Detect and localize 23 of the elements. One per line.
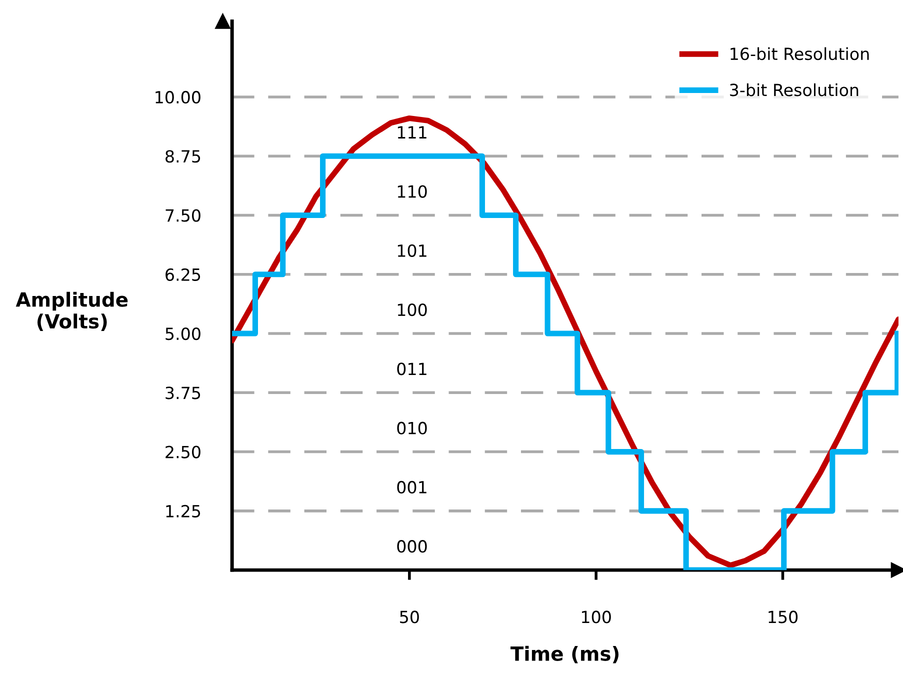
legend-label: 3-bit Resolution xyxy=(730,83,858,96)
y-tick-label: 3.75 xyxy=(166,386,200,400)
x-tick-label: 150 xyxy=(768,610,798,624)
y-tick-label: 10.00 xyxy=(156,90,200,104)
y-tick-label: 8.75 xyxy=(166,150,200,163)
x-tick-label: 50 xyxy=(400,610,419,624)
y-tick-label: 7.50 xyxy=(166,209,200,222)
x-tick-label: 100 xyxy=(582,610,611,624)
annotation: 001 xyxy=(397,480,426,494)
annotation: 101 xyxy=(398,244,426,257)
y-tick-label: 2.50 xyxy=(166,446,200,458)
annotation: 110 xyxy=(398,185,427,198)
annotation: 100 xyxy=(398,303,427,316)
y-axis-title: Amplitude (Volts) xyxy=(16,292,128,331)
annotation: 011 xyxy=(397,362,426,376)
annotation: 000 xyxy=(397,540,427,553)
x-axis-title: Time (ms) xyxy=(510,646,618,664)
legend-label: 16-bit Resolution xyxy=(730,47,869,60)
annotation: 111 xyxy=(398,126,426,138)
y-tick-label: 1.25 xyxy=(166,504,200,518)
y-tick-label: 6.25 xyxy=(166,268,200,281)
y-tick-label: 5.00 xyxy=(166,327,200,340)
annotation: 010 xyxy=(397,422,427,434)
